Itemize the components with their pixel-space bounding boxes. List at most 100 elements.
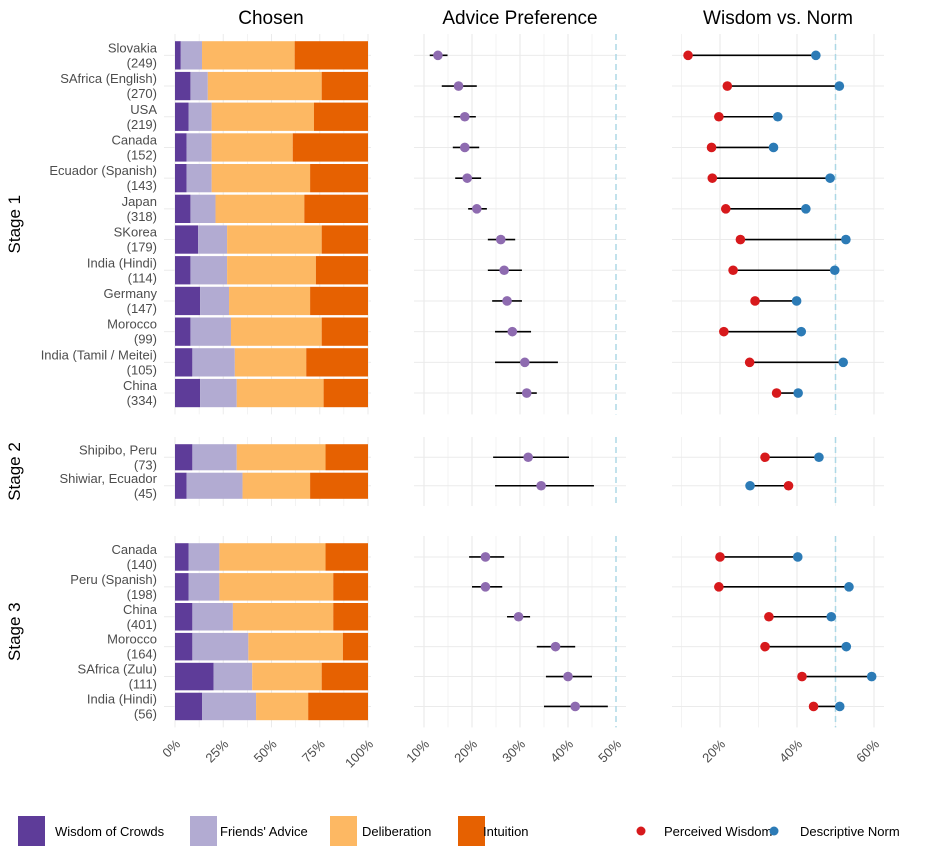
perceived-wisdom-point <box>720 204 731 214</box>
perceived-wisdom-point <box>706 142 717 153</box>
advice-point <box>536 480 546 491</box>
x-tick-label: 30% <box>499 736 528 765</box>
bar-segment-intuition <box>333 573 368 601</box>
legend-label: Descriptive Norm <box>800 824 900 839</box>
advice-point <box>520 357 530 368</box>
bar-segment-friends-advice <box>186 133 212 162</box>
descriptive-norm-point <box>745 480 755 491</box>
bar-segment-friends-advice <box>213 662 253 691</box>
row-label-n: (334) <box>127 393 157 408</box>
bar-segment-deliberation <box>236 444 326 471</box>
bar-segment-deliberation <box>248 632 343 661</box>
bar-segment-deliberation <box>252 662 322 691</box>
perceived-wisdom-point <box>783 480 794 491</box>
descriptive-norm-point <box>801 204 811 214</box>
bar-segment-wisdom-of-crowds <box>175 573 189 601</box>
bar-segment-friends-advice <box>202 692 257 721</box>
row-label-n: (45) <box>134 486 157 501</box>
bar-segment-friends-advice <box>186 472 243 499</box>
bar-segment-friends-advice <box>200 378 237 408</box>
bar-segment-deliberation <box>227 225 322 254</box>
advice-point <box>480 582 491 592</box>
perceived-wisdom-point <box>683 50 693 61</box>
bar-segment-friends-advice <box>188 543 220 571</box>
bar-segment-intuition <box>321 317 368 346</box>
descriptive-norm-point <box>792 552 803 562</box>
row-label-name: India (Hindi) <box>87 691 157 706</box>
bar-segment-deliberation <box>229 286 311 316</box>
row-label-n: (179) <box>127 240 157 255</box>
descriptive-norm-point <box>826 611 837 622</box>
advice-point <box>521 388 532 398</box>
bar-segment-intuition <box>294 41 368 70</box>
descriptive-norm-point <box>791 296 802 306</box>
perceived-wisdom-point <box>735 234 746 245</box>
row-label-name: Morocco <box>107 632 157 647</box>
x-tick-label: 25% <box>202 736 231 765</box>
legend-swatch <box>18 816 45 846</box>
bar-segment-intuition <box>333 603 368 631</box>
panel-title-advice: Advice Preference <box>442 8 597 29</box>
advice-point <box>550 641 561 652</box>
row-label-n: (105) <box>127 362 157 377</box>
advice-point <box>453 81 464 91</box>
bar-segment-friends-advice <box>188 573 220 601</box>
legend-swatch <box>190 816 217 846</box>
bar-segment-deliberation <box>230 317 322 346</box>
perceived-wisdom-point <box>728 265 738 276</box>
bar-segment-wisdom-of-crowds <box>175 133 187 162</box>
row-label-n: (143) <box>127 178 157 193</box>
x-tick-label: 0% <box>159 736 183 760</box>
perceived-wisdom-point <box>714 582 724 592</box>
panel-title-chosen: Chosen <box>238 8 304 29</box>
advice-point <box>502 296 512 306</box>
bar-segment-wisdom-of-crowds <box>175 286 201 316</box>
bar-segment-intuition <box>315 256 368 285</box>
bar-segment-wisdom-of-crowds <box>175 225 199 254</box>
bar-segment-wisdom-of-crowds <box>175 472 187 499</box>
bar-segment-intuition <box>323 378 368 408</box>
legend-label: Deliberation <box>362 824 431 839</box>
bar-segment-deliberation <box>202 41 295 70</box>
bar-segment-deliberation <box>207 71 322 101</box>
row-label-name: SAfrica (Zulu) <box>78 662 157 677</box>
row-label-name: SAfrica (English) <box>60 71 157 86</box>
x-tick-label: 75% <box>299 736 328 765</box>
bar-segment-intuition <box>313 102 368 131</box>
row-label-n: (219) <box>127 117 157 132</box>
legend-point <box>636 826 646 836</box>
descriptive-norm-point <box>829 265 840 276</box>
x-tick-label: 20% <box>451 736 480 765</box>
perceived-wisdom-point <box>764 611 774 622</box>
bar-segment-deliberation <box>242 472 311 499</box>
advice-point <box>570 701 580 712</box>
row-label-name: Canada <box>111 542 157 557</box>
bar-segment-friends-advice <box>190 194 216 223</box>
perceived-wisdom-point <box>750 296 760 306</box>
row-label-name: Germany <box>104 286 158 301</box>
x-tick-label: 50% <box>251 736 280 765</box>
advice-point <box>513 611 524 622</box>
row-label-name: USA <box>130 102 157 117</box>
panel-title-wisdom: Wisdom vs. Norm <box>703 8 853 29</box>
bar-segment-wisdom-of-crowds <box>175 692 203 721</box>
x-tick-label: 60% <box>853 736 882 765</box>
row-label-n: (99) <box>134 332 157 347</box>
bar-segment-deliberation <box>211 102 314 131</box>
legend-swatch <box>330 816 357 846</box>
bar-segment-wisdom-of-crowds <box>175 543 189 571</box>
bar-segment-deliberation <box>219 543 326 571</box>
x-tick-label: 50% <box>595 736 624 765</box>
legend-point <box>769 826 779 836</box>
advice-point <box>460 111 470 122</box>
bar-segment-wisdom-of-crowds <box>175 194 191 223</box>
row-label-name: Peru (Spanish) <box>70 572 157 587</box>
tick-layer: 0% 25% 50% 75% 100% 10% 20% 30% 40% 50% 20% 40% 60% <box>159 736 882 770</box>
advice-point <box>462 173 473 183</box>
row-label-name: Japan <box>122 194 157 209</box>
legend-label: Intuition <box>483 824 529 839</box>
x-tick-label: 100% <box>342 736 376 770</box>
bar-segment-intuition <box>310 286 368 316</box>
perceived-wisdom-point <box>797 671 807 682</box>
